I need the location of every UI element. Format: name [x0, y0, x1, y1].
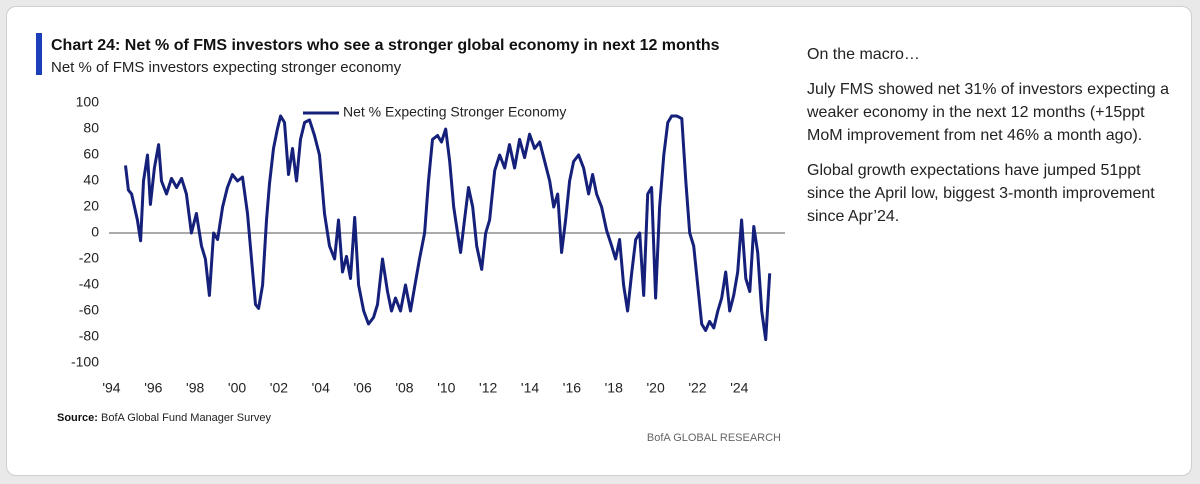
x-tick-label: '02 — [270, 380, 288, 396]
x-tick-label: '10 — [437, 380, 455, 396]
y-tick-label: 0 — [91, 224, 99, 240]
x-tick-label: '06 — [353, 380, 371, 396]
x-tick-label: '00 — [228, 380, 246, 396]
x-tick-label: '04 — [312, 380, 330, 396]
series-line — [124, 114, 772, 342]
y-tick-label: 20 — [83, 198, 99, 214]
side-paragraph: Global growth expectations have jumped 5… — [807, 162, 1155, 225]
x-tick-label: '22 — [688, 380, 706, 396]
chart-title: Chart 24: Net % of FMS investors who see… — [51, 37, 720, 54]
side-heading: On the macro… — [807, 46, 920, 63]
title-accent — [36, 33, 42, 75]
y-tick-label: -40 — [79, 276, 99, 292]
card: Chart 24: Net % of FMS investors who see… — [6, 6, 1192, 476]
y-tick-label: 100 — [76, 94, 100, 110]
y-tick-label: -20 — [79, 250, 99, 266]
x-tick-label: '94 — [102, 380, 120, 396]
legend-label: Net % Expecting Stronger Economy — [343, 104, 566, 120]
y-tick-label: -100 — [71, 354, 99, 370]
chart: Chart 24: Net % of FMS investors who see… — [36, 33, 785, 444]
x-tick-label: '18 — [605, 380, 623, 396]
brand: BofA GLOBAL RESEARCH — [647, 432, 781, 444]
x-tick-label: '98 — [186, 380, 204, 396]
x-tick-label: '16 — [563, 380, 581, 396]
source-label: Source: — [57, 412, 98, 424]
y-tick-label: 60 — [83, 146, 99, 162]
source: BofA Global Fund Manager Survey — [101, 412, 271, 424]
y-tick-label: -80 — [79, 328, 99, 344]
y-tick-label: 80 — [83, 120, 99, 136]
x-tick-label: '96 — [144, 380, 162, 396]
chart-subtitle: Net % of FMS investors expecting stronge… — [51, 59, 402, 76]
side-paragraph: July FMS showed net 31% of investors exp… — [807, 81, 1169, 144]
side-panel: On the macro… July FMS showed net 31% of… — [807, 43, 1177, 240]
x-tick-label: '08 — [395, 380, 413, 396]
y-tick-label: -60 — [79, 302, 99, 318]
y-tick-label: 40 — [83, 172, 99, 188]
x-tick-label: '12 — [479, 380, 497, 396]
x-tick-label: '20 — [646, 380, 664, 396]
x-tick-label: '24 — [730, 380, 748, 396]
x-tick-label: '14 — [521, 380, 539, 396]
